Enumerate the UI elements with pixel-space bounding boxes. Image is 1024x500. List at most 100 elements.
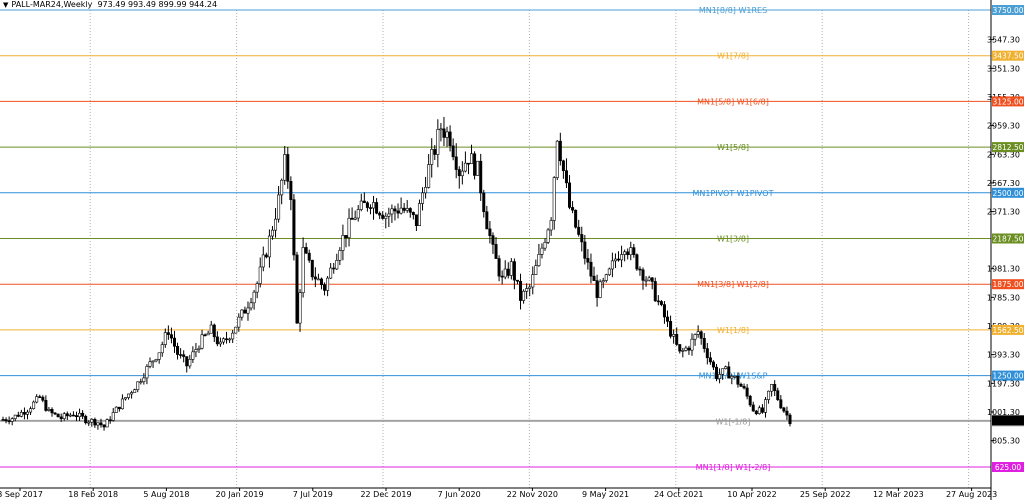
candle-body — [592, 275, 596, 281]
candle-body — [675, 334, 679, 345]
candle-body — [451, 145, 455, 158]
candle-body — [255, 283, 259, 293]
candle-body — [666, 316, 670, 322]
candle-body — [319, 278, 323, 286]
candle-body — [292, 199, 296, 256]
candle-body — [157, 352, 161, 360]
candle-body — [715, 366, 719, 379]
candle-body — [546, 229, 550, 243]
candle-body — [117, 406, 121, 410]
candles — [1, 116, 792, 431]
time-axis: 3 Sep 2017 18 Feb 2018 5 Aug 2018 20 Jan 20… — [0, 488, 997, 499]
candle-body — [384, 215, 388, 219]
candle-body — [620, 254, 624, 261]
candle-body — [209, 324, 213, 334]
candle-body — [417, 203, 421, 226]
level-label: MN1[5/8] W1[6/8] — [697, 97, 769, 106]
level-price-label: 3125.00 — [992, 97, 1023, 106]
candle-body — [56, 413, 60, 418]
level-label: W1[1/8] — [717, 326, 749, 335]
candle-body — [387, 213, 391, 217]
candle-body — [577, 226, 581, 235]
candle-body — [702, 338, 706, 349]
candle-body — [237, 316, 241, 328]
candle-body — [558, 140, 562, 162]
x-tick-label: 7 Jul 2019 — [293, 490, 333, 499]
candle-body — [494, 244, 498, 259]
level-price-label: 1875.00 — [992, 280, 1023, 289]
candle-body — [120, 398, 124, 410]
candle-body — [87, 421, 91, 424]
candle-body — [629, 247, 633, 256]
candle-body — [96, 422, 100, 426]
candle-body — [788, 414, 792, 425]
candle-body — [457, 169, 461, 177]
y-tick-label: 1981.30 — [987, 265, 1020, 274]
candle-body — [197, 347, 201, 350]
candle-body — [277, 194, 281, 220]
candle-body — [246, 307, 250, 314]
candle-body — [74, 415, 78, 418]
candle-body — [430, 149, 434, 165]
candle-body — [234, 326, 238, 334]
candle-body — [515, 279, 519, 282]
candle-body — [405, 208, 409, 211]
candle-body — [99, 422, 103, 426]
candle-body — [586, 258, 590, 263]
candle-body — [470, 153, 474, 164]
candle-body — [203, 334, 207, 337]
candle-body — [699, 331, 703, 339]
x-tick-label: 12 Mar 2023 — [873, 490, 924, 499]
candle-body — [656, 300, 660, 303]
candle-body — [353, 217, 357, 220]
candle-body — [127, 393, 131, 398]
dropdown-triangle-icon[interactable]: ▼ — [3, 1, 9, 9]
candle-body — [525, 288, 529, 292]
candle-body — [375, 202, 379, 214]
candle-body — [463, 162, 467, 172]
candle-body — [595, 280, 599, 298]
candle-body — [25, 411, 29, 415]
candle-body — [176, 346, 180, 355]
candle-body — [632, 247, 636, 255]
y-tick-label: 1197.30 — [987, 379, 1020, 388]
candle-body — [681, 350, 685, 352]
candle-body — [133, 389, 137, 393]
candle-body — [206, 332, 210, 336]
candle-body — [35, 396, 39, 403]
murrey-levels: MN1[8/8] W1RES W1[7/8] MN1[5/8] W1[6/8] W1[… — [0, 6, 991, 472]
candle-body — [678, 344, 682, 352]
x-tick-label: 3 Sep 2017 — [0, 490, 43, 499]
level-price-label: 3750.00 — [992, 6, 1023, 15]
candle-body — [705, 348, 709, 359]
candle-body — [381, 214, 385, 219]
candle-body — [84, 415, 88, 424]
candle-body — [335, 260, 339, 270]
candle-body — [687, 347, 691, 351]
y-tick-label: 2763.30 — [987, 150, 1020, 159]
candle-body — [169, 334, 173, 339]
candle-body — [1, 419, 5, 421]
candle-body — [362, 200, 366, 204]
candle-body — [350, 217, 354, 220]
vertical-gridlines — [89, 10, 970, 488]
candle-body — [519, 280, 523, 301]
x-tick-label: 25 Sep 2022 — [800, 490, 851, 499]
candle-body — [172, 337, 176, 347]
candle-body — [672, 334, 676, 337]
candle-body — [408, 208, 412, 213]
candle-body — [41, 396, 45, 401]
candle-body — [724, 366, 728, 369]
candle-body — [270, 229, 274, 237]
candle-body — [564, 170, 568, 184]
candle-body — [145, 366, 149, 379]
candle-body — [497, 258, 501, 277]
level-label: MN1[3/8] W1[2/8] — [697, 280, 769, 289]
candle-body — [289, 181, 293, 200]
candle-body — [436, 129, 440, 155]
candle-body — [427, 164, 431, 188]
y-tick-label: 805.30 — [992, 437, 1020, 446]
candle-body — [736, 375, 740, 385]
candle-body — [528, 286, 532, 289]
